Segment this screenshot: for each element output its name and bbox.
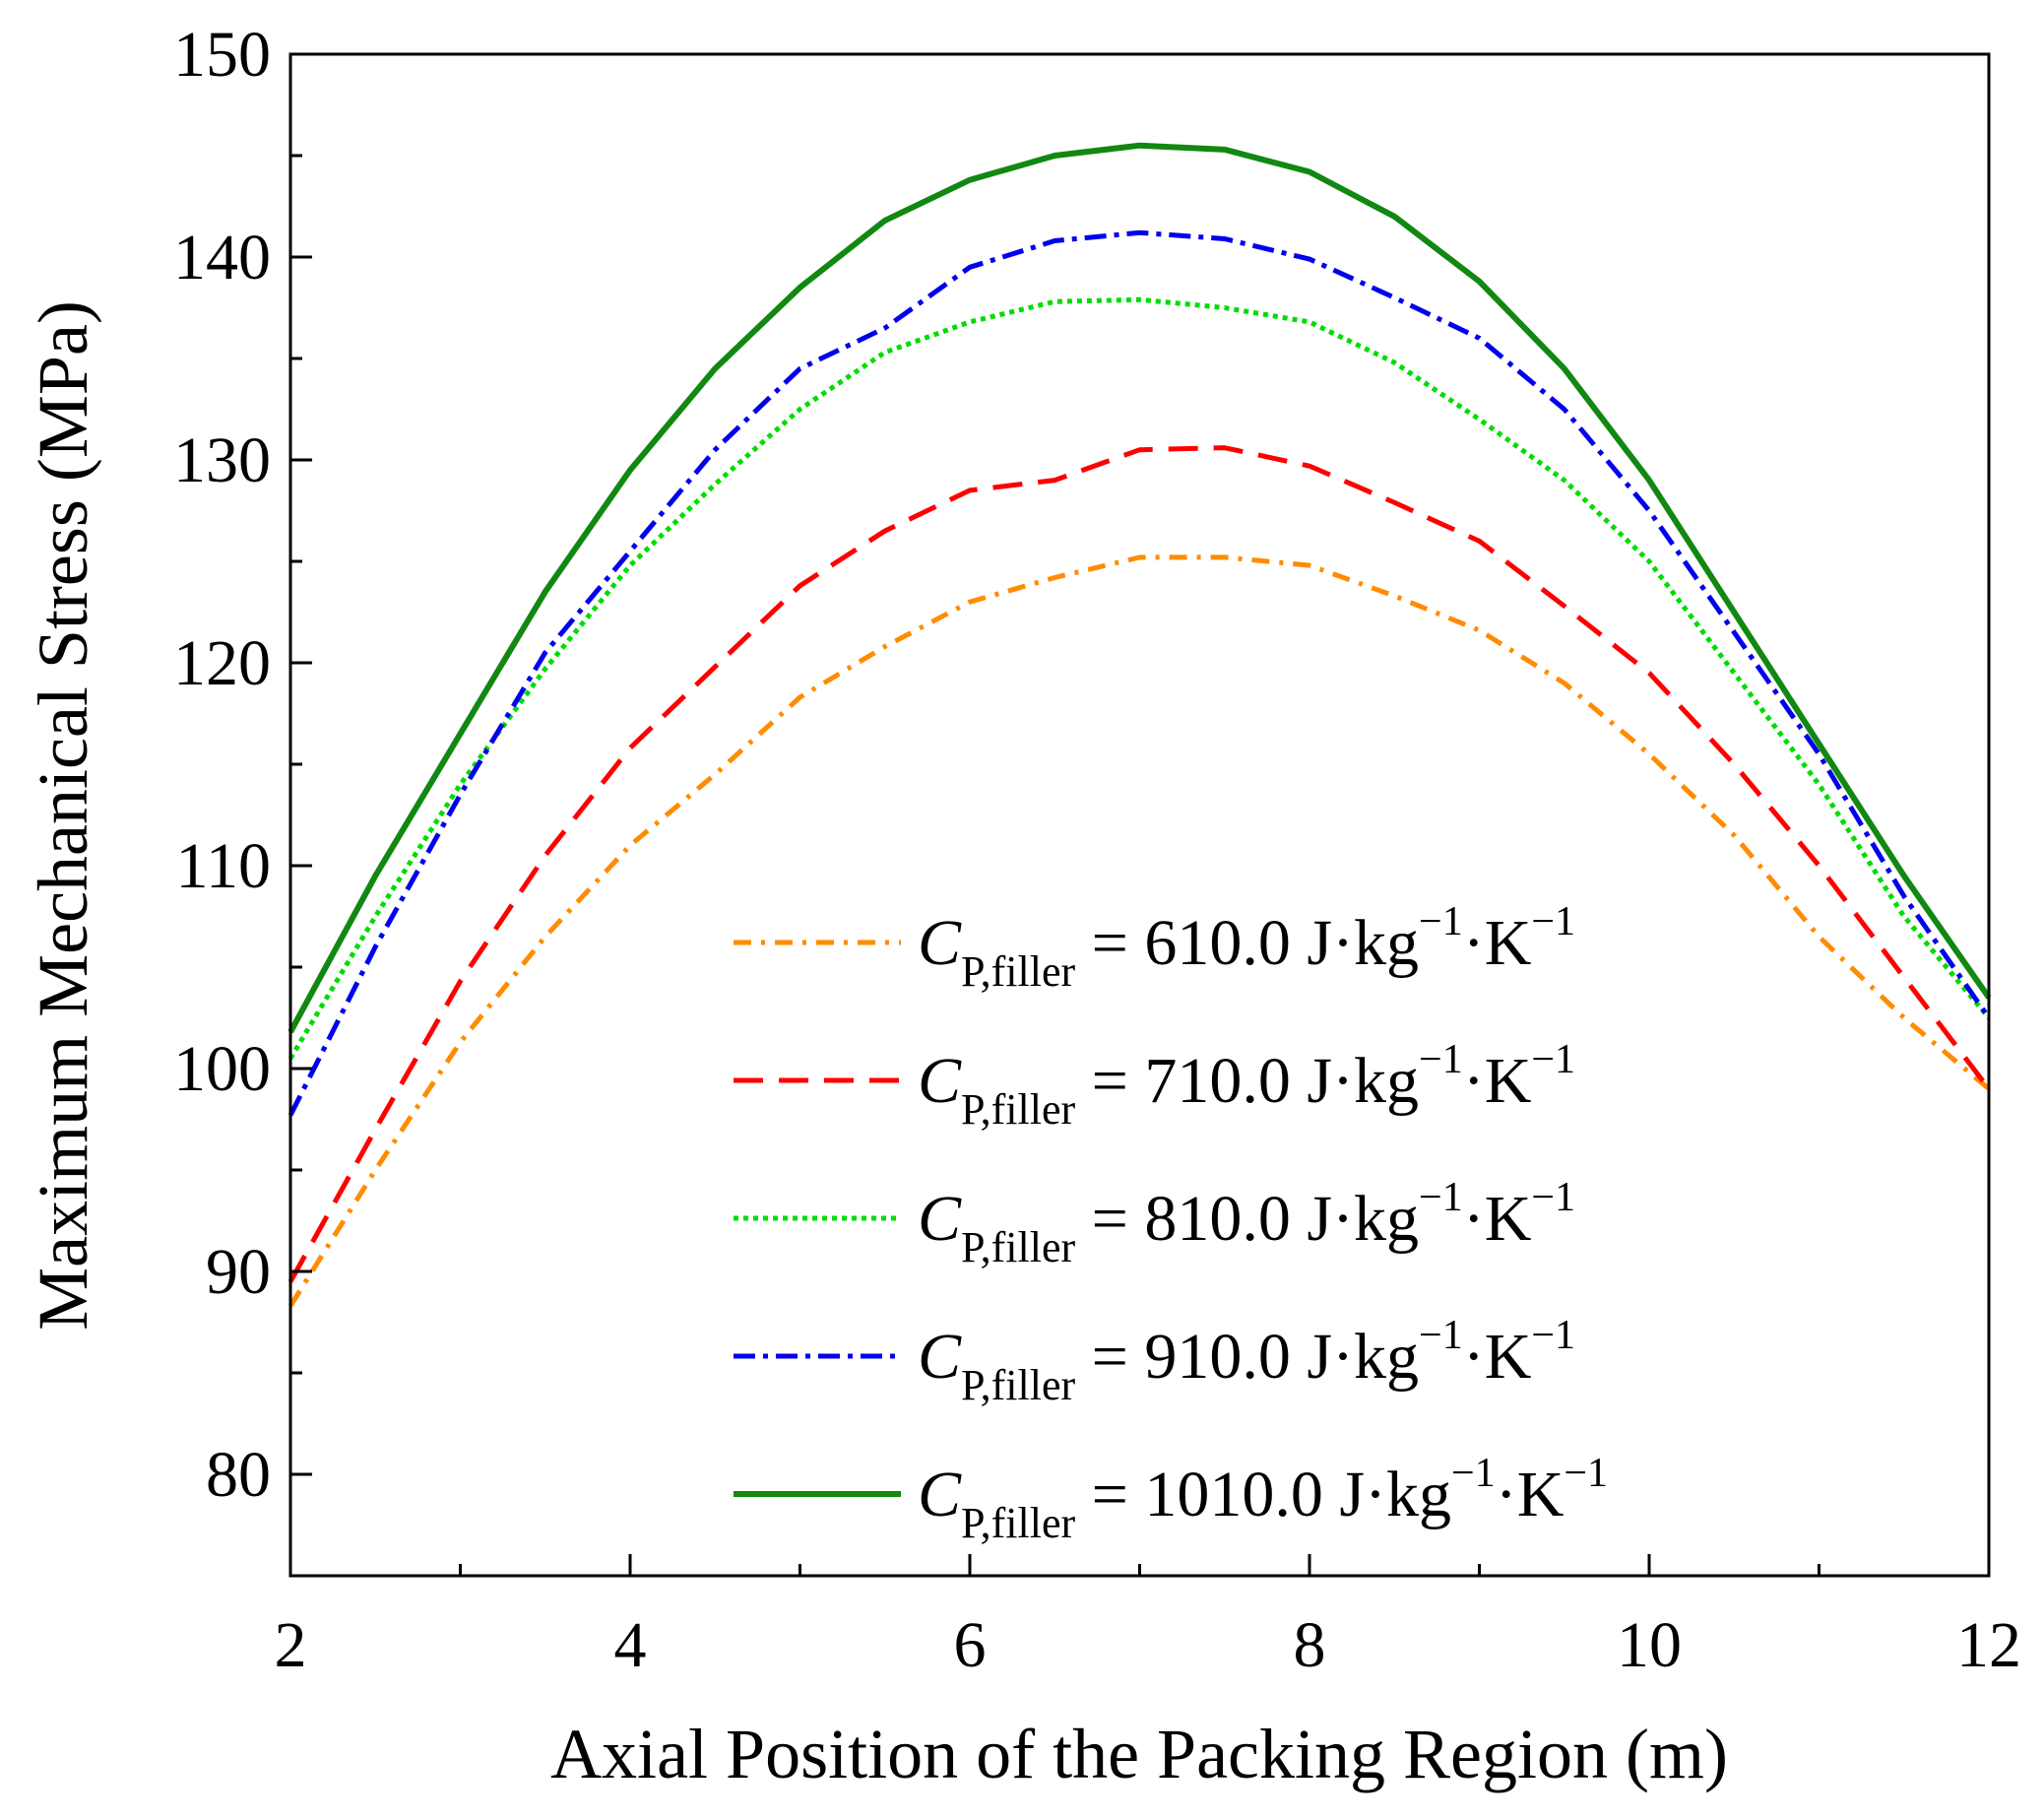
axes-layer: 2 4 6 8 10 12 80 90 100 110 120 130 140 150: [173, 19, 2021, 1681]
x-tick-label: 8: [1294, 1609, 1326, 1681]
legend-label-4: CP,filler = 910.0 J·kg−1·K−1: [918, 1313, 1575, 1409]
series-line-5: [287, 142, 1992, 1034]
series-line-1: [287, 554, 1991, 1308]
legend-label-1: CP,filler = 610.0 J·kg−1·K−1: [918, 899, 1575, 996]
y-tick-label: 110: [175, 830, 271, 902]
y-tick-label: 130: [173, 424, 271, 496]
x-tick-label: 2: [275, 1609, 307, 1681]
x-tick-label: 4: [614, 1609, 647, 1681]
series-line-2: [287, 445, 1991, 1283]
plot-area: [290, 54, 1989, 1576]
y-tick-label: 90: [206, 1236, 271, 1308]
legend-label-3: CP,filler = 810.0 J·kg−1·K−1: [918, 1175, 1575, 1271]
y-tick-label: 80: [206, 1439, 271, 1511]
legend-label-5: CP,filler = 1010.0 J·kg−1·K−1: [918, 1451, 1608, 1547]
x-tick-label: 12: [1956, 1609, 2021, 1681]
legend: CP,filler = 610.0 J·kg−1·K−1 CP,filler = …: [734, 899, 1608, 1547]
y-tick-label: 140: [173, 222, 271, 293]
x-axis-title: Axial Position of the Packing Region (m): [550, 1715, 1728, 1793]
series-layer: [287, 142, 1992, 1308]
x-tick-label: 6: [954, 1609, 987, 1681]
series-line-3: [287, 296, 1991, 1060]
y-tick-label: 100: [173, 1033, 271, 1105]
legend-label-2: CP,filler = 710.0 J·kg−1·K−1: [918, 1037, 1575, 1134]
y-tick-label: 150: [173, 19, 271, 91]
y-axis-title: Maximum Mechanical Stress (MPa): [24, 300, 102, 1331]
x-tick-label: 10: [1617, 1609, 1682, 1681]
series-line-4: [287, 229, 1992, 1117]
plot-frame: [288, 52, 1991, 1578]
y-tick-label: 120: [173, 627, 271, 699]
